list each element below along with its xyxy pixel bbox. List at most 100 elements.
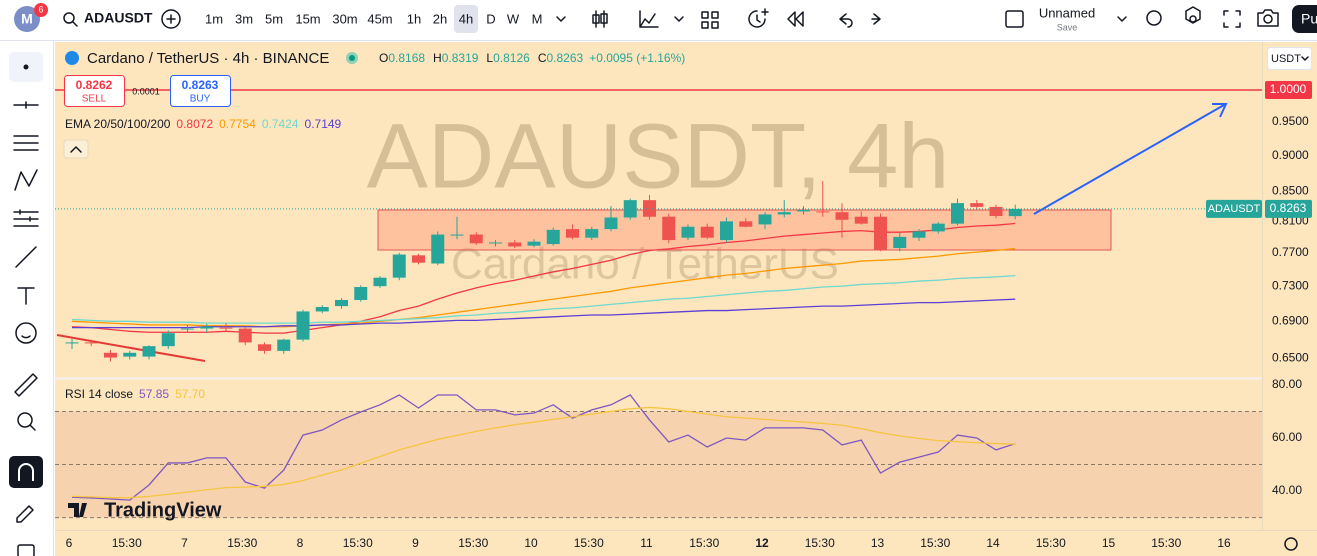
ohlc-key: O [379, 51, 388, 65]
arrow-head [1212, 103, 1228, 118]
fullscreen-button[interactable] [1223, 10, 1241, 28]
avatar-letter: M [21, 11, 33, 27]
interval[interactable]: M [532, 11, 543, 26]
interval[interactable]: 1h [407, 11, 421, 26]
rsi-pane [55, 379, 1262, 530]
ruler-tool[interactable] [14, 373, 38, 397]
logo-mark [68, 503, 87, 517]
rsi-tick-label: 80.00 [1272, 377, 1302, 391]
indicators-button[interactable] [639, 10, 659, 28]
intervals-chevron[interactable] [556, 16, 566, 22]
interval[interactable]: 3m [235, 11, 253, 26]
lock-tool[interactable] [16, 505, 34, 523]
ohlc-value: 0.8319 [442, 51, 479, 65]
trend-line[interactable] [56, 334, 206, 362]
interval[interactable]: W [507, 11, 520, 26]
candle-body [1008, 208, 1022, 217]
interval[interactable]: 2h [433, 11, 447, 26]
rsi-line [71, 406, 1016, 499]
interval[interactable]: 5m [265, 11, 283, 26]
candle-body [931, 223, 945, 232]
magnet-tool[interactable] [9, 456, 43, 488]
market-status-dot [349, 55, 355, 61]
candle-body [200, 326, 214, 329]
quick-search[interactable] [1146, 10, 1162, 26]
ema-value: 0.7424 [262, 117, 299, 131]
sell-button[interactable] [64, 75, 125, 107]
chart-title: Cardano / TetherUS · 4h · BINANCE [87, 50, 329, 67]
top-toolbar [0, 0, 1317, 40]
price-tick-label: 0.6900 [1272, 313, 1309, 327]
interval[interactable]: 30m [332, 11, 357, 26]
badge [34, 3, 48, 17]
time-label: 15:30 [1036, 536, 1066, 550]
publish-button[interactable] [1292, 5, 1317, 33]
time-label: 15:30 [689, 536, 719, 550]
price-axis [1263, 42, 1317, 530]
time-label: 6 [66, 536, 73, 550]
axis-settings[interactable] [1284, 537, 1298, 551]
time-label: 12 [755, 536, 769, 550]
settings-dot [1189, 15, 1197, 23]
settings-button[interactable] [1185, 6, 1201, 24]
candle-body [720, 221, 733, 241]
indicators-chevron[interactable] [674, 16, 684, 22]
layout-name[interactable]: Unnamed [1039, 5, 1095, 20]
candle-body [84, 342, 98, 344]
ema-line [71, 247, 1016, 328]
collapse-button[interactable] [63, 139, 89, 159]
interval[interactable]: 45m [367, 11, 392, 26]
candle-body [777, 212, 791, 215]
ema-line [71, 275, 1016, 324]
brush-tool[interactable] [15, 246, 37, 268]
line-tool[interactable] [13, 101, 39, 109]
chart-type-button[interactable] [592, 10, 608, 28]
candle-body [566, 229, 579, 238]
avatar[interactable] [14, 6, 40, 32]
time-label: 15:30 [1151, 536, 1181, 550]
layout-chevron[interactable] [1117, 16, 1127, 22]
candle-body [835, 212, 849, 220]
fib-tool[interactable] [13, 135, 39, 151]
snapshot-lens [1263, 14, 1273, 24]
layout-button[interactable] [701, 11, 719, 29]
icon-tool[interactable] [15, 322, 37, 344]
range-zone[interactable] [377, 209, 1112, 251]
trash-tool[interactable] [17, 544, 35, 556]
interval[interactable]: 1m [205, 11, 223, 26]
zoom-tool[interactable] [17, 412, 33, 428]
rsi-legend: RSI 14 close 57.85 57.70 [65, 387, 205, 401]
alert-button[interactable] [748, 8, 769, 28]
currency-button[interactable] [1267, 47, 1312, 70]
undo-button[interactable] [839, 13, 853, 28]
interval[interactable]: D [486, 11, 495, 26]
arrow-line[interactable] [1033, 104, 1225, 215]
compare-button[interactable] [161, 9, 181, 29]
candle-body [758, 214, 772, 225]
candle-body [546, 229, 560, 245]
candle-body [951, 203, 964, 224]
ohlc-value: 0.8126 [493, 51, 530, 65]
alert-label: 1.0000 [1270, 82, 1307, 96]
interval[interactable]: 15m [295, 11, 320, 26]
interval[interactable]: 4h [459, 11, 473, 26]
symbol[interactable]: ADAUSDT [84, 10, 153, 26]
buy-button[interactable] [170, 75, 231, 107]
snapshot-button[interactable] [1257, 9, 1279, 27]
candle-body [508, 242, 522, 247]
ema-value: 0.7149 [305, 117, 342, 131]
candle-body [623, 200, 637, 218]
search-icon[interactable] [63, 12, 75, 24]
redo-button[interactable] [871, 13, 881, 25]
plot [55, 89, 1262, 519]
candle-body [335, 299, 348, 307]
ema-line [72, 298, 1016, 329]
layout-checkbox[interactable] [1005, 10, 1024, 28]
pattern-tool[interactable] [14, 169, 38, 191]
candle-body [893, 236, 907, 249]
time-label: 7 [181, 536, 188, 550]
replay-button[interactable] [787, 11, 804, 27]
text-tool[interactable] [17, 287, 35, 305]
prediction-tool[interactable] [13, 209, 39, 227]
